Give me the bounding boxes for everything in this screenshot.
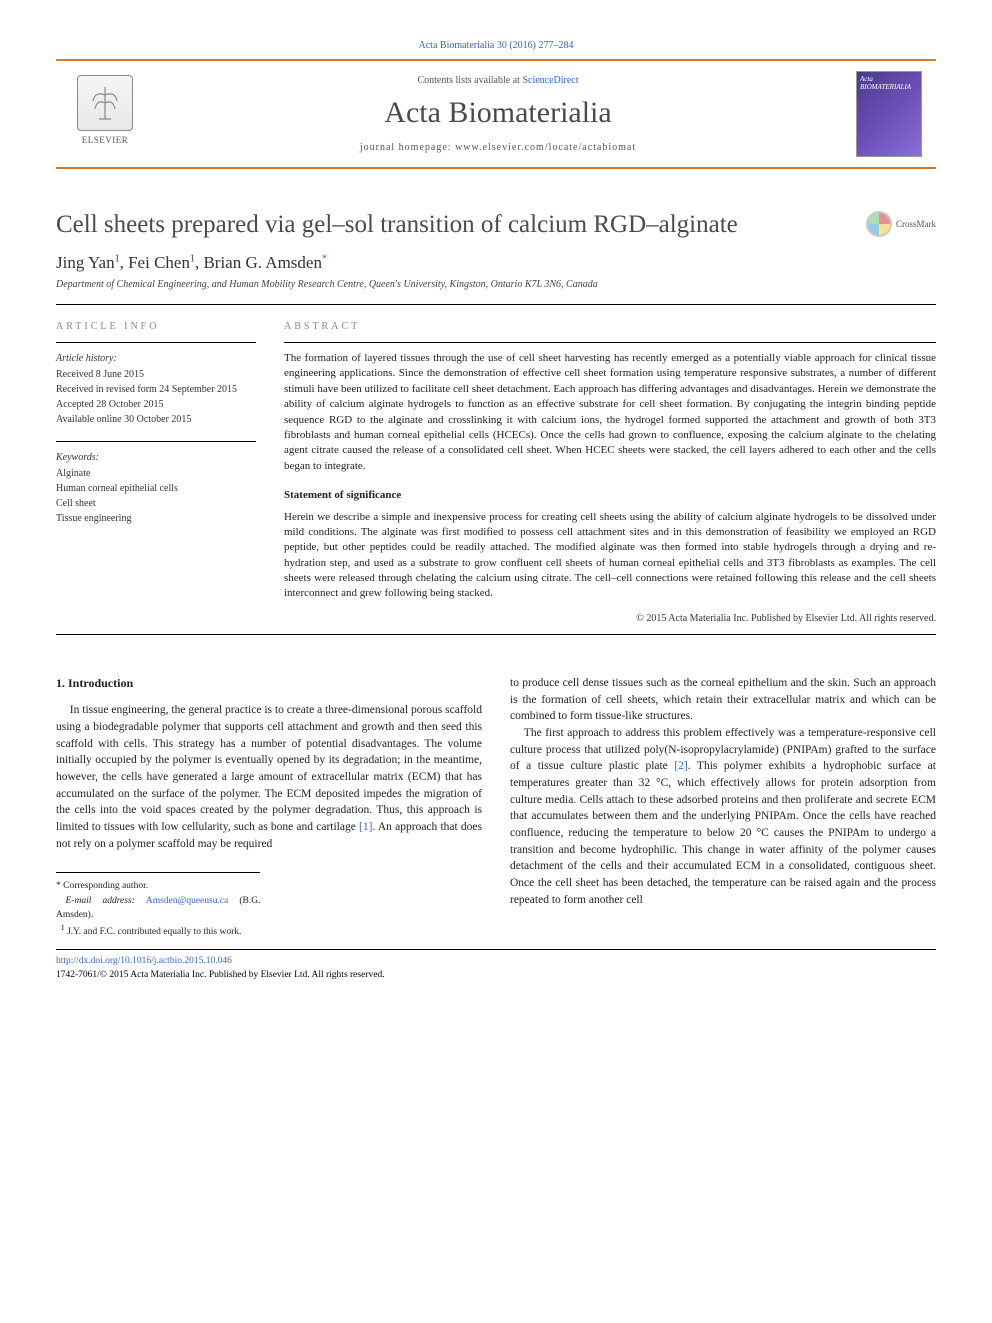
footnotes: * Corresponding author. E-mail address: … <box>56 872 260 939</box>
statement-heading: Statement of significance <box>284 488 936 503</box>
contents-prefix: Contents lists available at <box>417 75 522 86</box>
affiliation: Department of Chemical Engineering, and … <box>56 279 936 290</box>
history-line: Received in revised form 24 September 20… <box>56 382 256 397</box>
doi-link[interactable]: http://dx.doi.org/10.1016/j.actbio.2015.… <box>56 956 232 966</box>
p-text: In tissue engineering, the general pract… <box>56 704 482 833</box>
author-3: Brian G. Amsden <box>203 253 322 272</box>
article-info-label: article info <box>56 321 256 332</box>
homepage-prefix: journal homepage: <box>360 142 455 153</box>
publisher-name: ELSEVIER <box>82 135 129 145</box>
body-paragraph: to produce cell dense tissues such as th… <box>510 675 936 725</box>
author-1: Jing Yan <box>56 253 115 272</box>
publisher-logo: ELSEVIER <box>70 75 140 153</box>
email-link[interactable]: Amsden@queensu.ca <box>146 896 228 906</box>
keyword: Tissue engineering <box>56 511 256 526</box>
elsevier-tree-icon <box>77 75 133 131</box>
journal-header-box: ELSEVIER Contents lists available at Sci… <box>56 59 936 169</box>
body-column-right: to produce cell dense tissues such as th… <box>510 675 936 940</box>
history-line: Accepted 28 October 2015 <box>56 397 256 412</box>
p-text: . This polymer exhibits a hydrophobic su… <box>510 760 936 905</box>
keywords-block: Keywords: Alginate Human corneal epithel… <box>56 441 256 526</box>
cover-label: Acta BIOMATERIALIA <box>860 75 918 91</box>
issn-copyright-line: 1742-7061/© 2015 Acta Materialia Inc. Pu… <box>56 970 385 980</box>
keyword: Human corneal epithelial cells <box>56 481 256 496</box>
ref-link-2[interactable]: [2] <box>674 760 687 772</box>
author-3-sup: * <box>322 253 327 264</box>
divider-1 <box>56 304 936 305</box>
abstract-text: The formation of layered tissues through… <box>284 351 936 474</box>
sep-1: , <box>120 253 129 272</box>
crossmark-label: CrossMark <box>896 219 936 229</box>
body-paragraph: In tissue engineering, the general pract… <box>56 702 482 852</box>
statement-text: Herein we describe a simple and inexpens… <box>284 510 936 602</box>
keywords-heading: Keywords: <box>56 450 256 465</box>
sciencedirect-link[interactable]: ScienceDirect <box>522 75 578 86</box>
ref-link-1[interactable]: [1] <box>359 821 372 833</box>
section-heading: 1. Introduction <box>56 675 482 692</box>
crossmark-badge[interactable]: CrossMark <box>866 211 936 237</box>
homepage-url[interactable]: www.elsevier.com/locate/actabiomat <box>455 142 636 153</box>
doi-block: http://dx.doi.org/10.1016/j.actbio.2015.… <box>56 949 936 982</box>
crossmark-icon <box>866 211 892 237</box>
article-title: Cell sheets prepared via gel–sol transit… <box>56 211 866 239</box>
citation-header: Acta Biomaterialia 30 (2016) 277–284 <box>56 40 936 51</box>
journal-name: Acta Biomaterialia <box>140 96 856 130</box>
journal-cover-thumbnail: Acta BIOMATERIALIA <box>856 71 922 157</box>
section-title: Introduction <box>68 676 133 690</box>
keyword: Alginate <box>56 466 256 481</box>
history-line: Received 8 June 2015 <box>56 367 256 382</box>
corresponding-author-label: Corresponding author. <box>63 881 148 891</box>
equal-contrib-note: J.Y. and F.C. contributed equally to thi… <box>67 927 241 937</box>
author-2: Fei Chen <box>128 253 190 272</box>
author-list: Jing Yan1, Fei Chen1, Brian G. Amsden* <box>56 253 936 273</box>
divider-2 <box>56 634 936 635</box>
body-paragraph: The first approach to address this probl… <box>510 725 936 908</box>
journal-homepage-line: journal homepage: www.elsevier.com/locat… <box>140 142 856 153</box>
history-line: Available online 30 October 2015 <box>56 412 256 427</box>
abstract-label: abstract <box>284 321 936 332</box>
contents-available-line: Contents lists available at ScienceDirec… <box>140 75 856 86</box>
abstract-copyright: © 2015 Acta Materialia Inc. Published by… <box>284 612 936 626</box>
keyword: Cell sheet <box>56 496 256 511</box>
abstract-body: The formation of layered tissues through… <box>284 342 936 626</box>
email-label: E-mail address: <box>66 896 146 906</box>
body-column-left: 1. Introduction In tissue engineering, t… <box>56 675 482 940</box>
article-history-block: Article history: Received 8 June 2015 Re… <box>56 342 256 427</box>
history-heading: Article history: <box>56 351 256 366</box>
section-number: 1. <box>56 676 65 690</box>
